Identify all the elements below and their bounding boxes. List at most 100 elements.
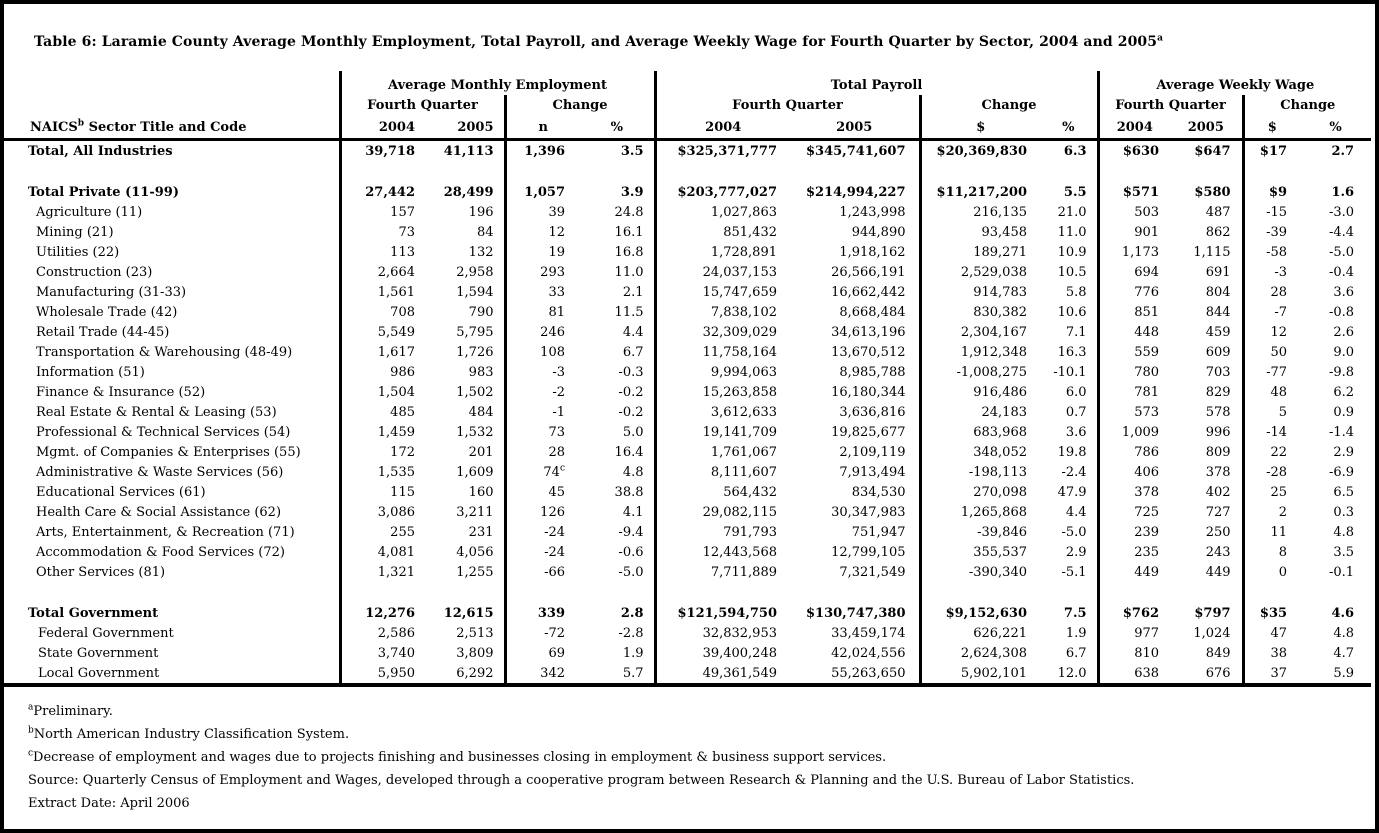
col-header-2005: 2005 <box>790 115 920 141</box>
value-cell: 8 <box>1241 542 1301 562</box>
value-cell: 45 <box>503 482 580 502</box>
value-cell: 255 <box>338 522 425 542</box>
value-cell: 1,243,998 <box>839 204 906 220</box>
value-cell: 24,183 <box>918 402 1040 422</box>
value-cell: 126 <box>503 502 580 522</box>
value-cell: 246 <box>503 322 580 342</box>
value-cell <box>1040 161 1098 182</box>
table-row: Health Care & Social Assistance (62) 3,08… <box>4 502 1371 522</box>
table-row: Mgmt. of Companies & Enterprises (55) 172… <box>4 442 1371 462</box>
value-cell: 0.9 <box>1333 404 1355 420</box>
value-cell: 2 <box>1241 502 1301 522</box>
value-cell: 3.9 <box>620 184 644 200</box>
sector-label: Retail Trade (44-45) <box>36 324 170 340</box>
value-cell: 2.1 <box>622 284 644 300</box>
group-header-wage: Average Weekly Wage <box>1096 71 1372 95</box>
subgroup-header-row: Fourth Quarter Change Fourth Quarter Cha… <box>4 95 1372 115</box>
value-cell: 172 <box>338 442 425 462</box>
value-cell: 7,711,889 <box>653 562 790 582</box>
value-cell: $20,369,830 <box>918 139 1040 161</box>
sector-label: Professional & Technical Services (54) <box>36 424 291 440</box>
value-cell: -0.4 <box>1329 264 1355 280</box>
value-cell: -0.8 <box>1329 304 1355 320</box>
value-cell: 3,211 <box>456 504 494 520</box>
value-cell: 6.7 <box>622 344 644 360</box>
value-cell: 33,459,174 <box>831 625 906 641</box>
value-cell: 41,113 <box>443 143 494 159</box>
value-cell: 84 <box>476 224 494 240</box>
value-cell: 250 <box>1205 524 1231 540</box>
value-cell: 5,795 <box>456 324 494 340</box>
value-cell: 39,718 <box>338 139 425 161</box>
value-cell: 6,292 <box>425 663 505 687</box>
value-cell: 944,890 <box>851 224 906 240</box>
value-cell: 29,082,115 <box>653 502 790 522</box>
value-cell: 108 <box>503 342 580 362</box>
value-cell: 844 <box>1205 304 1231 320</box>
value-cell: 851,432 <box>653 222 790 242</box>
value-cell: 2,109,119 <box>839 444 906 460</box>
sector-label: Total, All Industries <box>28 143 173 159</box>
value-cell: 6.5 <box>1333 484 1355 500</box>
spacer-row <box>4 161 1371 182</box>
value-cell: -0.3 <box>618 364 644 380</box>
value-cell <box>503 161 580 182</box>
value-cell: 9.0 <box>1333 344 1355 360</box>
value-cell: 8,111,607 <box>653 462 790 482</box>
spacer-cell <box>4 95 340 115</box>
value-cell: $130,747,380 <box>805 605 906 621</box>
value-cell: 4.7 <box>1333 645 1355 661</box>
footnote: Extract Date: April 2006 <box>28 796 190 811</box>
value-cell: 74c <box>503 462 580 482</box>
value-cell: 69 <box>503 643 580 663</box>
value-cell: 2,304,167 <box>918 322 1040 342</box>
value-cell: 47.9 <box>1057 484 1087 500</box>
footnote: cDecrease of employment and wages due to… <box>28 748 887 765</box>
value-cell: -58 <box>1241 242 1301 262</box>
sector-label: Arts, Entertainment, & Recreation (71) <box>36 524 295 540</box>
value-cell: 73 <box>503 422 580 442</box>
value-cell: -2.4 <box>1061 464 1087 480</box>
value-cell: 19.8 <box>1057 444 1087 460</box>
value-cell: 235 <box>1096 542 1171 562</box>
value-cell: 1,504 <box>338 382 425 402</box>
value-cell: 626,221 <box>918 623 1040 643</box>
value-cell: $121,594,750 <box>653 603 790 623</box>
value-cell: 25 <box>1241 482 1301 502</box>
value-cell: 1,535 <box>338 462 425 482</box>
value-cell <box>1241 582 1301 603</box>
value-cell: 7,913,494 <box>839 464 906 480</box>
value-cell: 776 <box>1096 282 1171 302</box>
value-cell <box>338 161 425 182</box>
value-cell: 39 <box>503 202 580 222</box>
value-cell <box>790 161 920 182</box>
value-cell: 4.8 <box>622 464 644 480</box>
value-cell: 12 <box>1241 322 1301 342</box>
value-cell: 6.3 <box>1063 143 1087 159</box>
value-cell <box>425 582 505 603</box>
sector-label: Utilities (22) <box>36 244 120 260</box>
value-cell: 1,918,162 <box>839 244 906 260</box>
value-cell: 406 <box>1096 462 1171 482</box>
col-header-pct: % <box>1040 115 1099 141</box>
value-cell: 12,276 <box>338 603 425 623</box>
value-cell: 6.7 <box>1065 645 1087 661</box>
value-cell: 2.8 <box>620 605 644 621</box>
value-cell: 708 <box>338 302 425 322</box>
value-cell <box>425 161 505 182</box>
footnotes: aPreliminary. bNorth American Industry Cl… <box>28 700 1375 815</box>
sector-column-header: NAICSb Sector Title and Code <box>4 115 340 141</box>
value-cell: $647 <box>1194 143 1231 159</box>
value-cell <box>653 161 790 182</box>
value-cell: $345,741,607 <box>805 143 906 159</box>
spacer-row <box>4 582 1371 603</box>
value-cell: 4.4 <box>622 324 644 340</box>
value-cell: 38 <box>1241 643 1301 663</box>
value-cell: 5,950 <box>338 663 425 687</box>
value-cell: -5.0 <box>1061 524 1087 540</box>
value-cell: 804 <box>1205 284 1231 300</box>
value-cell <box>918 161 1040 182</box>
value-cell: -4.4 <box>1329 224 1355 240</box>
value-cell: 449 <box>1205 564 1231 580</box>
sector-label <box>4 161 340 182</box>
